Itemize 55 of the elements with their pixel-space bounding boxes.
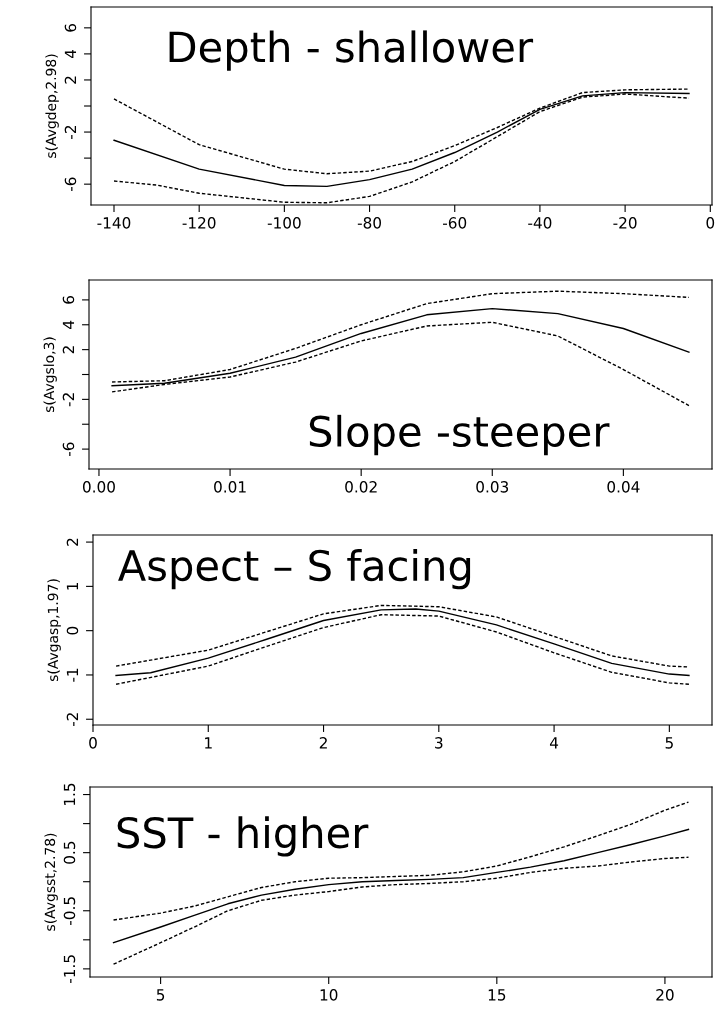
x-tick-label: 1: [205, 737, 212, 749]
x-tick-label: 5: [665, 737, 673, 749]
y-tick-label: 2: [66, 538, 79, 546]
x-tick-label: 0.00: [82, 481, 115, 493]
annotation: Aspect – S facing: [118, 549, 471, 590]
x-tick-label: 5: [156, 989, 165, 1001]
x-tick-label: 0.04: [607, 481, 640, 493]
x-tick-label: 10: [320, 989, 338, 1001]
x-tick-label: -100: [267, 217, 301, 229]
y-tick-label: 0: [66, 626, 79, 635]
x-tick-label: -140: [97, 217, 131, 229]
y-tick-label: 6: [62, 296, 75, 304]
annotation: Depth - shallower: [169, 30, 534, 71]
x-tick-label: 20: [656, 989, 674, 1001]
x-tick-label: -80: [357, 217, 382, 229]
y-axis-title: s(Avgdep,2.98): [45, 54, 59, 158]
x-tick-label: -120: [182, 217, 216, 229]
y-tick-label: -6: [62, 442, 75, 456]
x-tick-label: 0.01: [214, 481, 246, 493]
y-tick-label: 1: [66, 582, 79, 590]
line-series: [111, 290, 690, 383]
y-tick-label: -2: [66, 713, 79, 727]
x-tick-label: -40: [528, 217, 552, 229]
y-tick-label: 2: [64, 76, 77, 84]
y-tick-label: 0.5: [63, 841, 76, 864]
y-tick-label: 2: [62, 346, 75, 354]
y-tick-label: -0.5: [63, 897, 76, 925]
y-axis-title: s(Avgsst,2.78): [44, 833, 58, 931]
line-series: [112, 856, 690, 965]
y-axis-title: s(Avgasp,1.97): [47, 579, 61, 682]
x-tick-label: 0: [706, 217, 715, 229]
y-tick-label: 4: [64, 49, 77, 59]
x-tick-label: 15: [488, 989, 506, 1001]
annotation: Slope -steeper: [309, 414, 610, 456]
line-series: [112, 801, 690, 921]
x-tick-label: -20: [613, 217, 637, 229]
x-tick-label: 3: [435, 737, 443, 749]
annotation: SST - higher: [117, 816, 369, 857]
y-axis-title: s(Avgslo,3): [43, 337, 57, 413]
x-tick-label: 2: [319, 737, 327, 749]
x-tick-label: 0.03: [476, 481, 509, 493]
line-series: [115, 608, 690, 677]
line-series: [115, 614, 690, 685]
y-tick-label: -6: [64, 177, 77, 192]
x-tick-label: -60: [443, 217, 467, 229]
y-tick-label: -1: [66, 668, 79, 682]
x-tick-label: 4: [549, 737, 559, 749]
x-tick-label: 0.02: [345, 481, 377, 493]
y-tick-label: -1.5: [63, 955, 76, 984]
y-tick-label: -2: [64, 125, 77, 139]
x-tick-label: 0: [89, 737, 97, 749]
y-tick-label: 1.5: [63, 783, 76, 806]
y-tick-label: 4: [62, 320, 75, 329]
y-tick-label: -2: [62, 393, 75, 407]
y-tick-label: 6: [64, 23, 77, 32]
